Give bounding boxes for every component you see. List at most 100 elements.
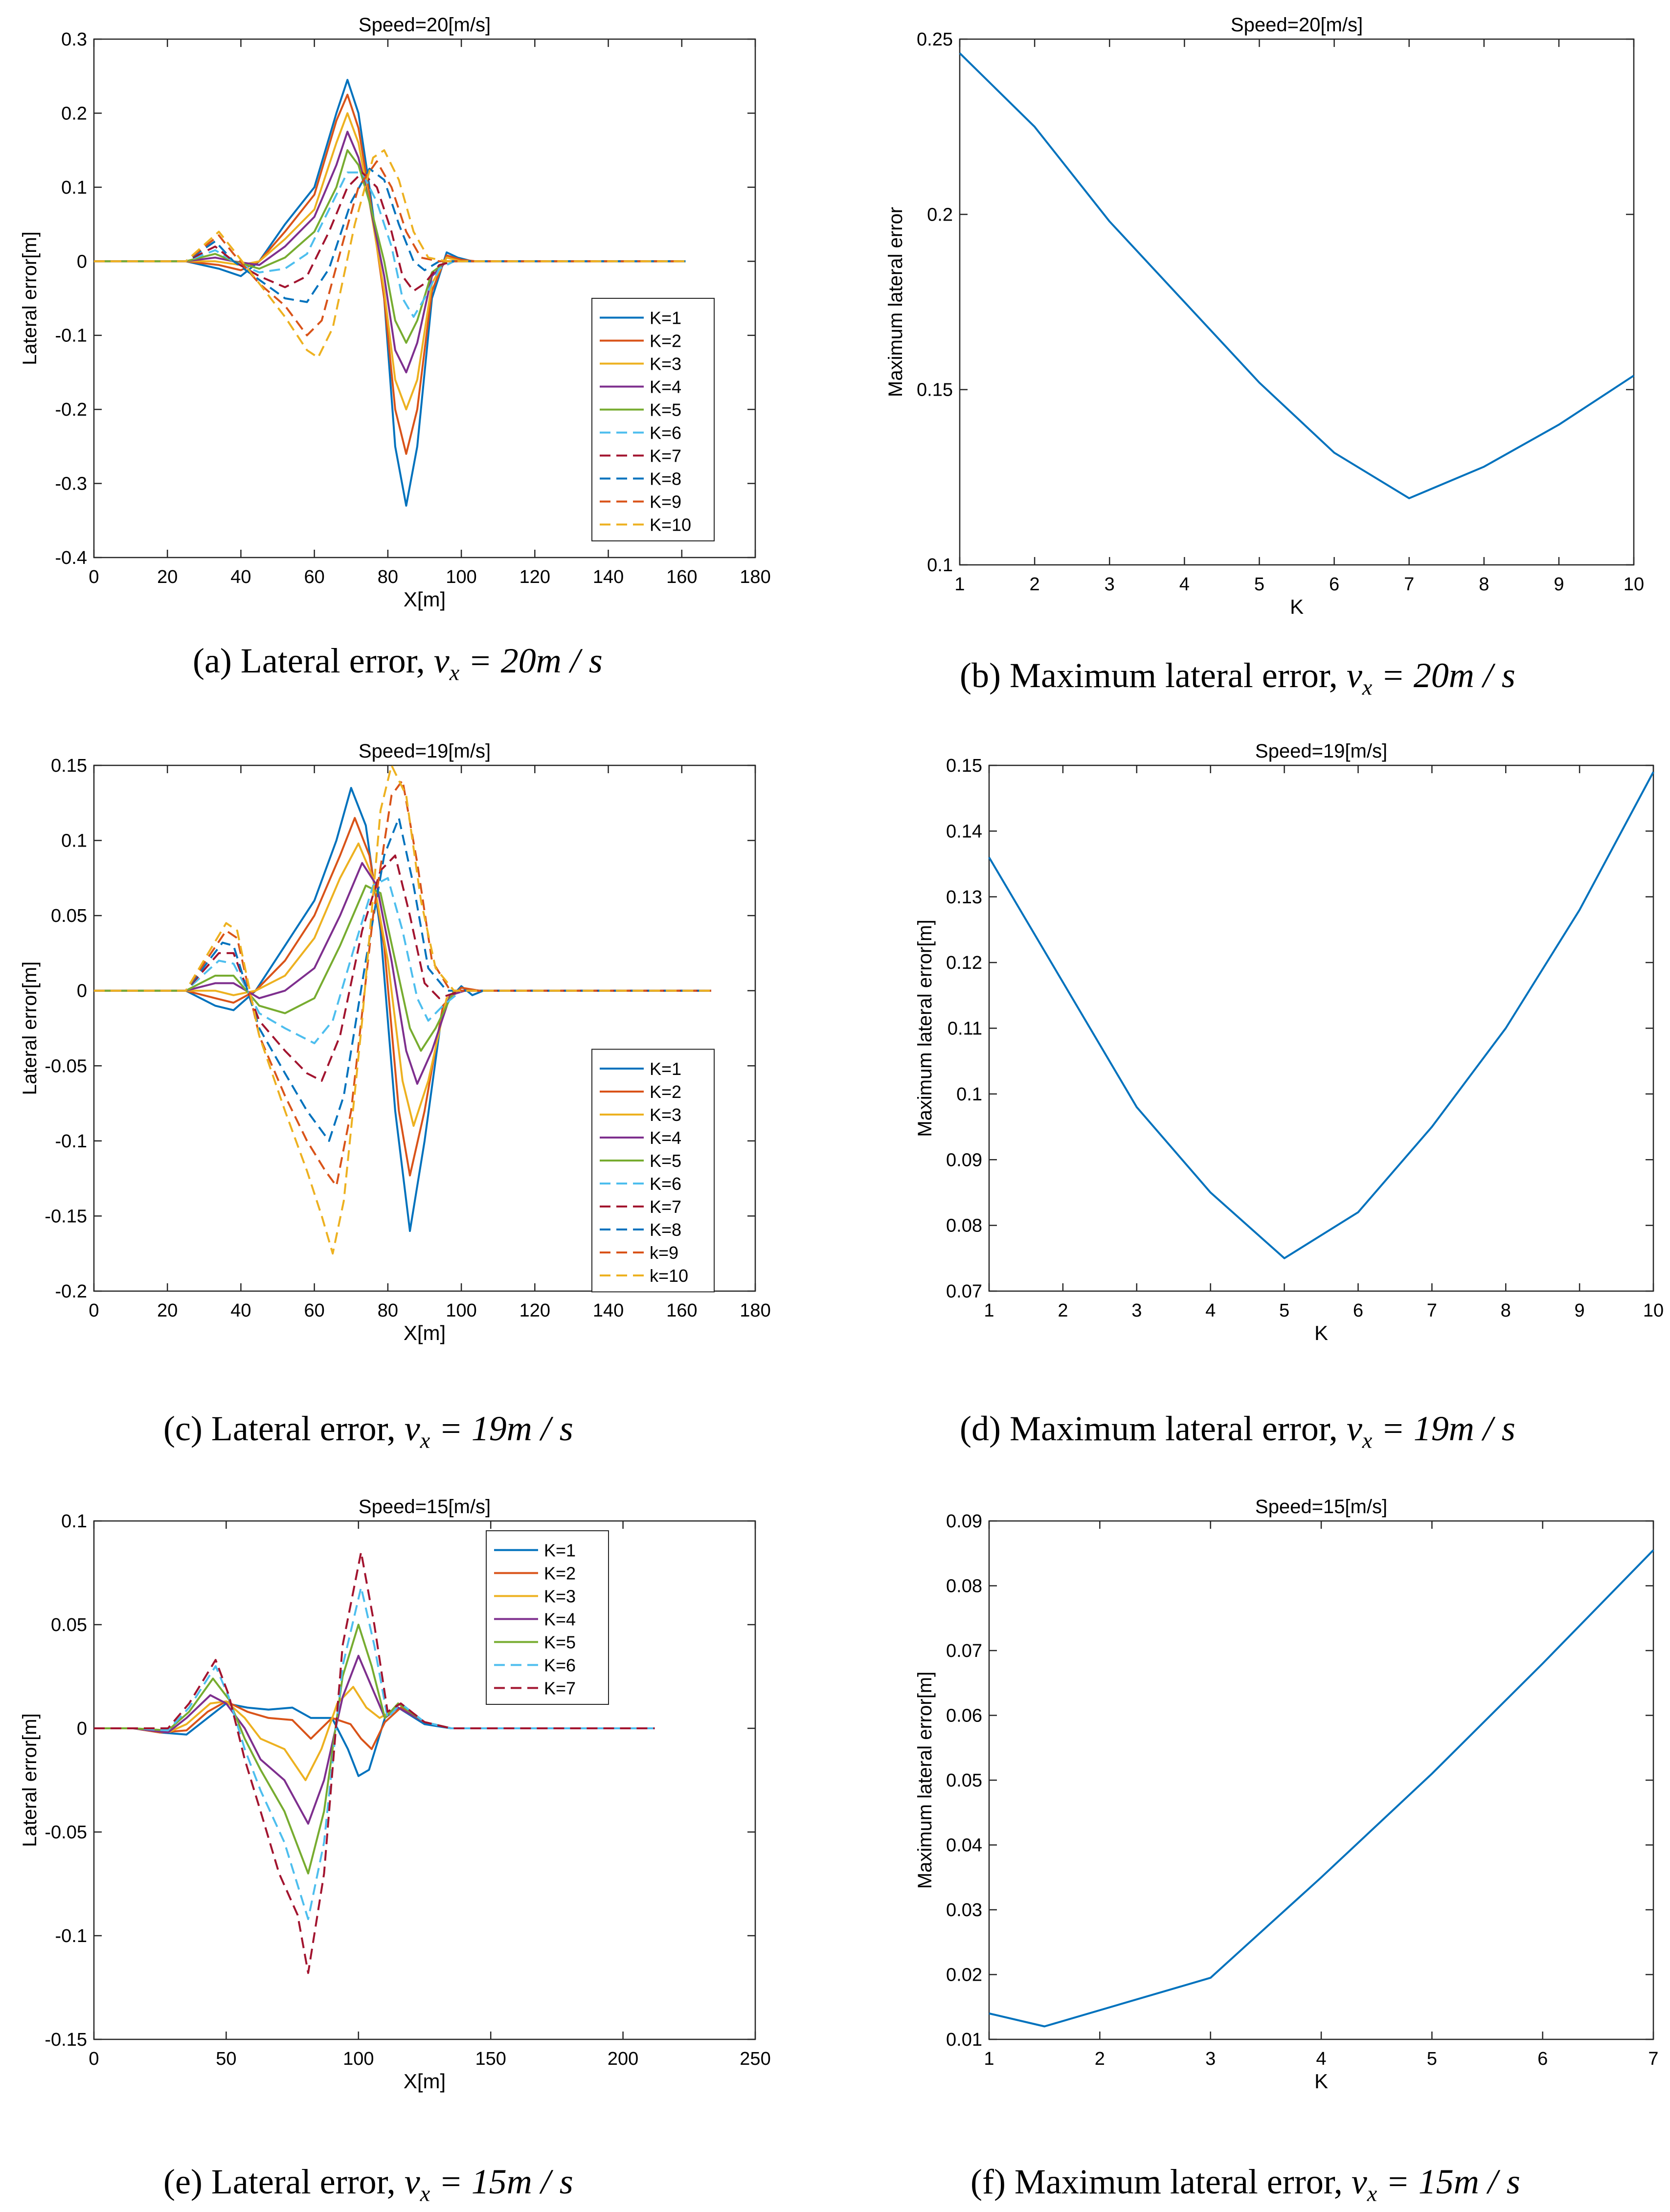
caption-e-label: (e) Lateral error, [163,2162,396,2201]
chart-c-xtick-label: 80 [378,1300,398,1321]
chart-f-xtick-label: 1 [984,2049,994,2069]
caption-c-value: = 19m / s [439,1409,573,1448]
chart-a-legend-label: K=1 [650,308,681,328]
caption-d-label: (d) Maximum lateral error, [960,1409,1338,1448]
chart-d-ytick-label: 0.07 [946,1281,982,1302]
caption-d-symbol: v [1346,1409,1362,1448]
chart-b-xtick-label: 6 [1329,574,1339,595]
chart-d-ytick-label: 0.11 [948,1019,982,1039]
caption-c-subscript: x [420,1428,430,1453]
chart-c-legend-label: K=4 [650,1128,681,1148]
chart-a-ytick-label: -0.4 [55,548,87,568]
chart-f-ytick-label: 0.06 [946,1706,982,1726]
caption-c-label: (c) Lateral error, [163,1409,396,1448]
chart-f-ytick-label: 0.07 [946,1641,982,1661]
chart-c-xtick-label: 40 [230,1300,251,1321]
chart-d-xtick-label: 5 [1279,1300,1289,1321]
chart-f-xtick-label: 4 [1316,2049,1326,2069]
chart-e-legend-label: K=2 [544,1564,576,1584]
chart-e-xtick-label: 200 [608,2049,638,2069]
chart-a-legend [591,298,715,541]
chart-c-legend-label: K=7 [650,1197,681,1217]
chart-e-xtick-label: 150 [475,2049,506,2069]
chart-c-series-k9 [94,779,711,1187]
chart-c-series-k10 [94,764,711,1255]
caption-c: (c) Lateral error, vx = 19m / s [163,1408,573,1453]
chart-c-series-k5 [94,884,711,1052]
chart-d-xtick-label: 3 [1131,1300,1142,1321]
chart-c-legend-label: k=10 [650,1266,688,1286]
caption-f-label: (f) Maximum lateral error, [970,2162,1343,2201]
chart-a-title: Speed=20[m/s] [359,14,491,36]
caption-a-symbol: v [433,641,450,680]
chart-a-xtick-label: 80 [378,567,398,587]
chart-e-legend-label: K=3 [544,1586,576,1607]
caption-c-symbol: v [404,1409,420,1448]
caption-e-symbol: v [404,2162,420,2201]
chart-e-xtick-label: 250 [740,2049,770,2069]
chart-a-ytick-label: 0.2 [61,103,87,124]
chart-f-ytick-label: 0.01 [946,2030,982,2050]
chart-d-ytick-label: 0.12 [946,953,982,973]
chart-c-ytick-label: 0.05 [51,906,87,926]
chart-f-ytick-label: 0.04 [946,1835,982,1856]
chart-e-title: Speed=15[m/s] [359,1496,491,1518]
chart-e-ytick-label: -0.05 [45,1822,87,1843]
chart-c-legend-label: K=5 [650,1151,681,1171]
chart-d-xtick-label: 4 [1205,1300,1216,1321]
chart-e-frame [93,1520,756,2040]
chart-c-series-k7 [94,854,711,1082]
chart-e-legend-label: K=4 [544,1609,576,1630]
chart-b-xtick-label: 9 [1554,574,1564,595]
chart-f-xtick-label: 2 [1095,2049,1105,2069]
chart-d-series-max [988,771,1654,1259]
chart-a-xtick-label: 0 [89,567,99,587]
chart-a-legend-label: K=4 [650,377,681,397]
caption-e: (e) Lateral error, vx = 15m / s [163,2162,573,2206]
caption-b: (b) Maximum lateral error, vx = 20m / s [960,655,1515,700]
chart-c-ytick-label: 0 [77,981,87,1002]
chart-c-ylabel: Lateral error[m] [19,961,41,1095]
chart-e-xtick-label: 50 [216,2049,236,2069]
chart-e-series-k2 [94,1700,655,1750]
chart-c-series-k8 [94,817,711,1142]
caption-f: (f) Maximum lateral error, vx = 15m / s [970,2162,1520,2206]
chart-a-series-k7 [94,171,686,292]
chart-a-ytick-label: -0.1 [55,326,87,346]
chart-d-ytick-label: 0.13 [946,887,982,908]
chart-e-legend [486,1530,609,1705]
chart-f-series-max [989,1549,1654,2028]
caption-e-value: = 15m / s [439,2162,573,2201]
chart-e-series-k4 [94,1654,655,1825]
chart-f-xtick-label: 5 [1427,2049,1437,2069]
chart-a-legend-label: K=5 [650,400,681,420]
chart-e-ytick-label: -0.15 [45,2030,87,2050]
chart-c-ytick-label: -0.05 [45,1056,87,1076]
chart-a-xtick-label: 160 [666,567,697,587]
chart-d-ytick-label: 0.1 [956,1084,982,1105]
chart-a-legend-label: K=7 [650,446,681,466]
chart-f-xtick-label: 6 [1537,2049,1548,2069]
chart-a-legend-label: K=2 [650,331,681,351]
chart-d-xtick-label: 1 [984,1300,994,1321]
chart-a-legend-label: K=8 [650,469,681,489]
chart-c-title: Speed=19[m/s] [359,740,491,762]
chart-b-xtick-label: 1 [954,574,965,595]
chart-d-xtick-label: 9 [1575,1300,1585,1321]
chart-a-xtick-label: 140 [593,567,624,587]
chart-b-frame [959,38,1635,566]
chart-a-xtick-label: 20 [157,567,178,587]
chart-d-ytick-label: 0.09 [946,1150,982,1170]
chart-c-legend-label: K=8 [650,1220,681,1240]
chart-f-xtick-label: 7 [1648,2049,1658,2069]
chart-d-ytick-label: 0.14 [946,821,982,842]
chart-d-xtick-label: 2 [1058,1300,1068,1321]
chart-b-xtick-label: 3 [1105,574,1115,595]
chart-c-legend [591,1049,715,1293]
chart-c-ytick-label: -0.1 [55,1131,87,1152]
chart-e-legend-label: K=7 [544,1678,576,1698]
chart-a-xtick-label: 180 [740,567,770,587]
chart-c-xtick-label: 160 [666,1300,697,1321]
chart-e-series-k6 [94,1586,655,1921]
